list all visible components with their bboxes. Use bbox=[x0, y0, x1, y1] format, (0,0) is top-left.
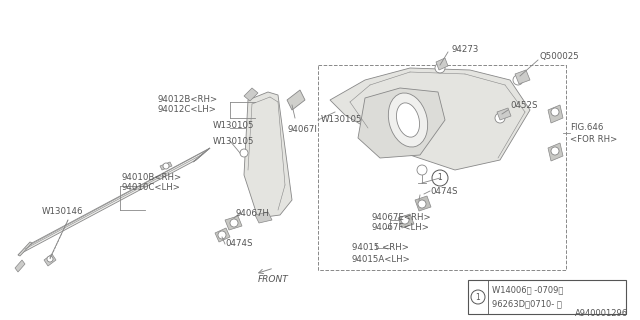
Text: W130105: W130105 bbox=[321, 116, 362, 124]
Text: 0474S: 0474S bbox=[430, 187, 458, 196]
Polygon shape bbox=[515, 70, 530, 84]
Text: W130105: W130105 bbox=[213, 122, 255, 131]
Polygon shape bbox=[287, 90, 305, 110]
Circle shape bbox=[513, 75, 523, 85]
Polygon shape bbox=[497, 108, 511, 120]
Polygon shape bbox=[415, 196, 431, 211]
Circle shape bbox=[418, 200, 426, 208]
Bar bbox=[468, 280, 626, 314]
Polygon shape bbox=[330, 68, 530, 170]
Polygon shape bbox=[244, 92, 292, 218]
Text: <FOR RH>: <FOR RH> bbox=[570, 135, 617, 145]
Text: 94012B<RH>: 94012B<RH> bbox=[158, 94, 218, 103]
Polygon shape bbox=[18, 242, 32, 256]
Text: 94012C<LH>: 94012C<LH> bbox=[158, 105, 217, 114]
Polygon shape bbox=[160, 162, 172, 170]
Text: 94067I: 94067I bbox=[288, 125, 318, 134]
Circle shape bbox=[551, 147, 559, 155]
Circle shape bbox=[432, 170, 448, 186]
Circle shape bbox=[417, 165, 427, 175]
Circle shape bbox=[495, 113, 505, 123]
Text: 94067H: 94067H bbox=[236, 209, 270, 218]
Text: 94067E<RH>: 94067E<RH> bbox=[372, 213, 431, 222]
Polygon shape bbox=[436, 58, 448, 70]
Text: 94010C<LH>: 94010C<LH> bbox=[122, 183, 181, 193]
Text: 96263D（0710- ）: 96263D（0710- ） bbox=[492, 300, 562, 308]
Circle shape bbox=[435, 63, 445, 73]
Polygon shape bbox=[215, 228, 230, 242]
Circle shape bbox=[230, 219, 238, 227]
Text: FIG.646: FIG.646 bbox=[570, 124, 604, 132]
Ellipse shape bbox=[396, 103, 420, 137]
Polygon shape bbox=[398, 214, 414, 228]
Text: A940001296: A940001296 bbox=[575, 309, 628, 318]
Text: 0474S: 0474S bbox=[225, 239, 253, 249]
Text: 94273: 94273 bbox=[452, 44, 479, 53]
Polygon shape bbox=[44, 254, 56, 266]
Polygon shape bbox=[358, 88, 445, 158]
Text: 94010B<RH>: 94010B<RH> bbox=[122, 173, 182, 182]
Polygon shape bbox=[225, 216, 242, 230]
Ellipse shape bbox=[388, 93, 428, 147]
Circle shape bbox=[218, 231, 226, 239]
Polygon shape bbox=[244, 88, 258, 101]
Text: FRONT: FRONT bbox=[258, 276, 289, 284]
Circle shape bbox=[163, 163, 169, 169]
Bar bbox=[318, 65, 566, 270]
Text: W130105: W130105 bbox=[213, 137, 255, 146]
Text: 94015 <RH>: 94015 <RH> bbox=[352, 244, 409, 252]
Polygon shape bbox=[18, 148, 210, 255]
Circle shape bbox=[551, 108, 559, 116]
Polygon shape bbox=[15, 260, 25, 272]
Polygon shape bbox=[548, 105, 563, 123]
Circle shape bbox=[401, 216, 409, 224]
Text: W130146: W130146 bbox=[42, 207, 83, 217]
Polygon shape bbox=[548, 143, 563, 161]
Text: 1: 1 bbox=[476, 292, 481, 301]
Text: 94015A<LH>: 94015A<LH> bbox=[352, 254, 411, 263]
Text: 0452S: 0452S bbox=[510, 101, 538, 110]
Circle shape bbox=[47, 256, 53, 262]
Text: 1: 1 bbox=[438, 173, 442, 182]
Text: 94067F<LH>: 94067F<LH> bbox=[372, 223, 430, 233]
Circle shape bbox=[471, 290, 485, 304]
Circle shape bbox=[240, 149, 248, 157]
Text: Q500025: Q500025 bbox=[540, 52, 580, 61]
Text: W14006（ -0709）: W14006（ -0709） bbox=[492, 285, 563, 294]
Polygon shape bbox=[193, 148, 210, 162]
Polygon shape bbox=[255, 212, 272, 223]
